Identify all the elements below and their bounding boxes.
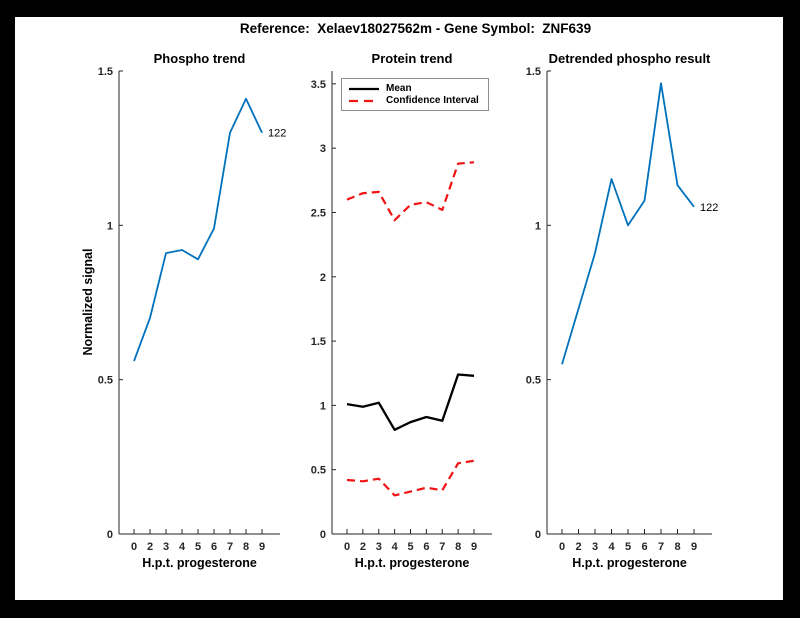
legend-label-confidence-interval: Confidence Interval (386, 95, 479, 106)
series-line-detrended-phospho-signal (561, 82, 695, 365)
plot-title-phospho-trend: Phospho trend (153, 51, 246, 66)
y-tick-label: 0 (535, 529, 541, 541)
figure-canvas (15, 17, 783, 600)
x-tick-label: 7 (227, 541, 233, 553)
x-tick-label: 4 (392, 541, 399, 553)
x-tick-label: 9 (259, 541, 265, 553)
y-tick-label: 1.5 (311, 336, 326, 348)
series-end-label: 122 (700, 202, 718, 214)
x-tick-label: 3 (376, 541, 382, 553)
y-tick-label: 3 (320, 143, 326, 155)
y-tick-label: 1.5 (98, 66, 113, 78)
x-tick-label: 6 (423, 541, 429, 553)
legend-line-sample-mean (349, 87, 379, 90)
legend-label-mean: Mean (386, 83, 412, 94)
series-line-mean (346, 373, 475, 431)
x-tick-label: 8 (674, 541, 680, 553)
x-axis-label-detrended: H.p.t. progesterone (572, 556, 687, 570)
x-tick-label: 6 (211, 541, 217, 553)
x-tick-label: 2 (147, 541, 153, 553)
y-tick-label: 1.5 (526, 66, 541, 78)
legend-line-sample-confidence-interval (349, 99, 379, 102)
x-tick-label: 5 (195, 541, 201, 553)
x-tick-label: 0 (131, 541, 137, 553)
x-tick-label: 5 (625, 541, 631, 553)
x-tick-label: 9 (471, 541, 477, 553)
x-axis-label-phospho: H.p.t. progesterone (142, 556, 257, 570)
x-tick-label: 2 (575, 541, 581, 553)
legend-item-mean: Mean (349, 83, 479, 94)
x-tick-label: 3 (592, 541, 598, 553)
plot-title-protein-trend: Protein trend (371, 51, 453, 66)
y-tick-label: 1 (107, 220, 113, 232)
x-tick-label: 7 (658, 541, 664, 553)
figure-suptitle: Reference: Xelaev18027562m - Gene Symbol… (239, 21, 592, 36)
legend-item-confidence-interval: Confidence Interval (349, 95, 479, 106)
y-tick-label: 2.5 (311, 207, 326, 219)
series-line-confidence-interval-upper (346, 161, 475, 222)
x-tick-label: 5 (407, 541, 413, 553)
x-tick-label: 6 (641, 541, 647, 553)
y-tick-label: 0.5 (526, 375, 541, 387)
protein-trend-axes: 00.511.522.533.50 2 3 4 5 6 7 8 9 (311, 71, 492, 553)
y-tick-label: 0.5 (311, 465, 326, 477)
x-tick-label: 3 (163, 541, 169, 553)
x-tick-label: 0 (344, 541, 350, 553)
y-axis-label: Normalized signal (81, 248, 95, 356)
series-end-label: 122 (268, 128, 286, 140)
y-tick-label: 2 (320, 272, 326, 284)
x-tick-label: 9 (691, 541, 697, 553)
x-tick-label: 8 (243, 541, 249, 553)
y-tick-label: 0 (320, 529, 326, 541)
y-tick-label: 3.5 (311, 79, 326, 91)
y-tick-label: 1 (535, 220, 541, 232)
x-axis-label-protein: H.p.t. progesterone (354, 556, 470, 570)
x-tick-label: 2 (360, 541, 366, 553)
legend-box: Mean Confidence Interval (341, 78, 489, 111)
y-tick-label: 0.5 (98, 375, 113, 387)
y-tick-label: 1 (320, 400, 326, 412)
y-tick-label: 0 (107, 529, 113, 541)
plot-title-detrended-phospho: Detrended phospho result (548, 51, 711, 66)
series-line-confidence-interval-lower (346, 459, 475, 497)
x-tick-label: 8 (455, 541, 461, 553)
x-tick-label: 7 (439, 541, 445, 553)
x-tick-label: 0 (559, 541, 565, 553)
series-line-phospho-normalized-signal (133, 97, 263, 362)
x-tick-label: 4 (179, 541, 186, 553)
x-tick-label: 4 (608, 541, 615, 553)
